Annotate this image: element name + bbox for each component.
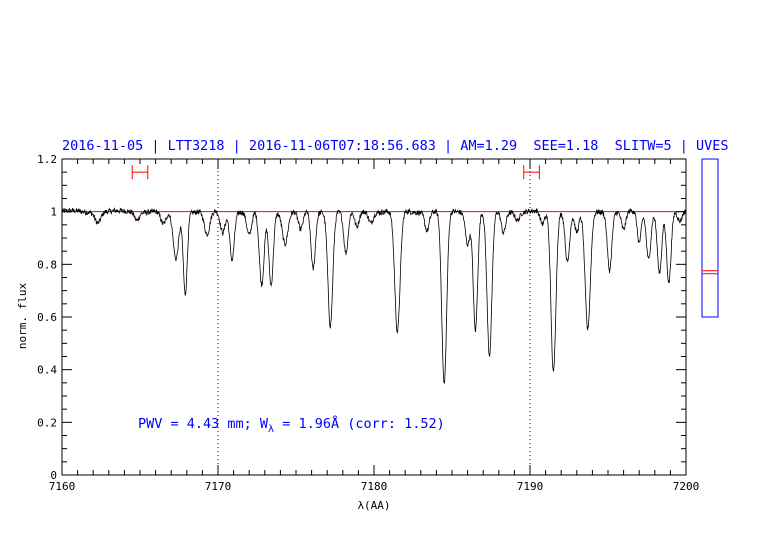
pwv-annotation-subscript: λ	[268, 424, 274, 435]
x-axis-label: λ(AA)	[357, 499, 390, 512]
spectrum-line	[61, 207, 687, 384]
continuum-window-0	[131, 165, 149, 180]
x-tick-label: 7180	[361, 480, 388, 493]
y-tick-label: 1.2	[37, 153, 57, 166]
x-tick-label: 7200	[673, 480, 700, 493]
side-indicator	[701, 158, 719, 318]
pwv-annotation-prefix: PWV = 4.43 mm; W	[138, 416, 269, 432]
y-axis-label: norm. flux	[16, 283, 29, 350]
plot-area: 7160 7170 7180 7190 7200 0 0.2 0.4 0.6 0.8 1 1.2	[37, 153, 699, 493]
x-tick-label: 7160	[49, 480, 76, 493]
pwv-annotation: PWV = 4.43 mm; Wλ = 1.96Å (corr: 1.52)	[138, 415, 445, 435]
y-tick-label: 0.8	[37, 258, 57, 271]
chart-title: 2016-11-05 | LTT3218 | 2016-11-06T07:18:…	[62, 138, 728, 154]
y-tick-label: 0.2	[37, 416, 57, 429]
y-tick-label: 1	[50, 206, 57, 219]
y-tick-label: 0	[50, 469, 57, 482]
continuum-window-1	[523, 165, 540, 180]
y-tick-label: 0.4	[37, 364, 57, 377]
x-tick-label: 7170	[205, 480, 232, 493]
side-indicator-box	[701, 158, 719, 318]
y-tick-label: 0.6	[37, 311, 57, 324]
pwv-annotation-suffix: = 1.96Å (corr: 1.52)	[274, 415, 445, 432]
x-tick-label: 7190	[517, 480, 544, 493]
